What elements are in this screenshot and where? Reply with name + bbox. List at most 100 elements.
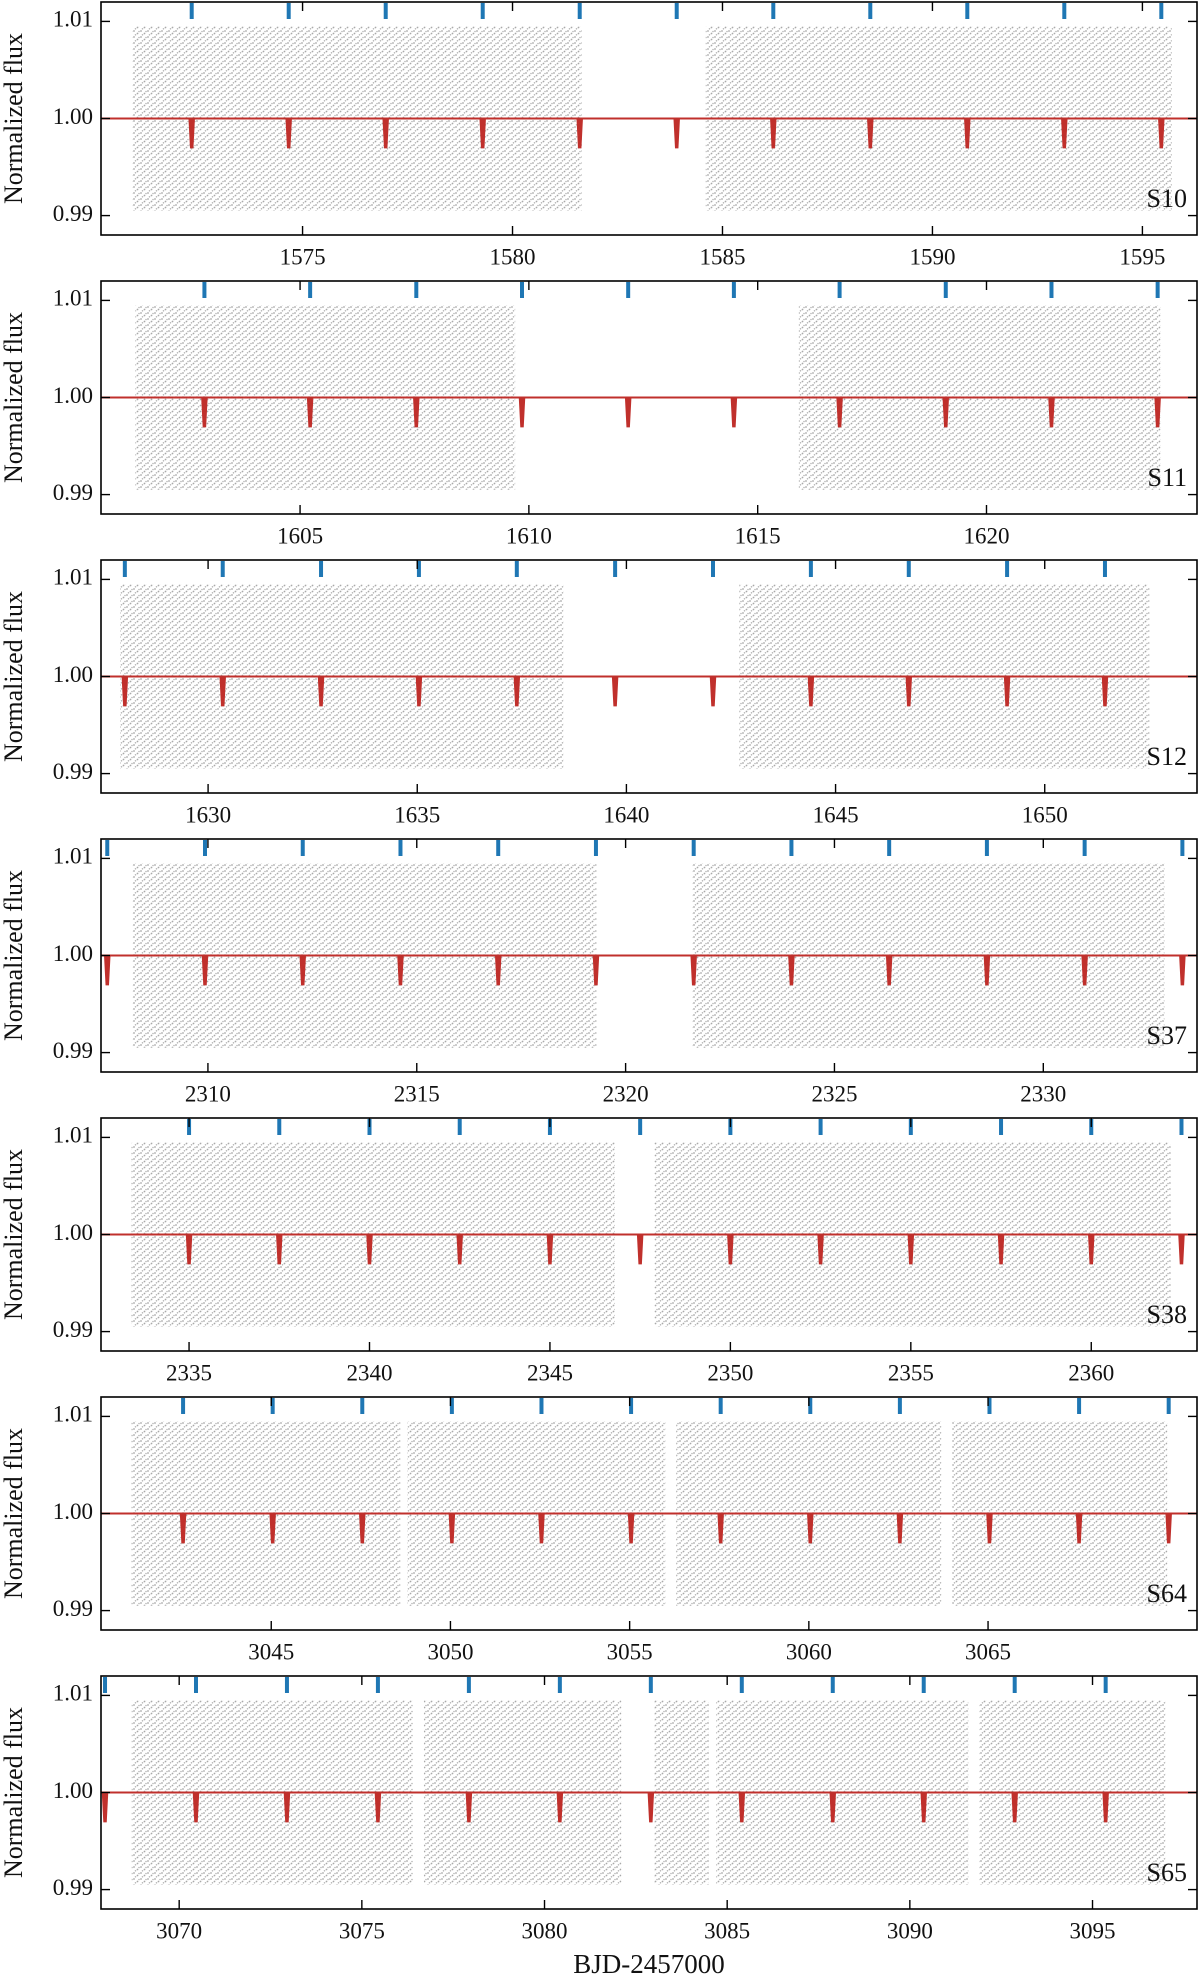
transit-dip (986, 1512, 993, 1544)
transit-dip (806, 1512, 814, 1544)
transit-dip (494, 954, 502, 986)
transit-dip (1048, 396, 1055, 428)
transit-dip (413, 396, 420, 428)
transit-dip (518, 396, 526, 428)
x-tick-label: 1605 (277, 523, 323, 548)
y-tick-label: 1.01 (53, 1681, 93, 1706)
sector-label: S12 (1147, 742, 1187, 771)
transit-dip (1061, 117, 1068, 149)
panel: 1605 1610 1615 1620 0.99 1.00 1.01 Normalized f… (0, 280, 1198, 548)
sector-label: S38 (1147, 1300, 1187, 1329)
transit-dip (1101, 675, 1109, 707)
transit-dip (627, 1512, 635, 1544)
transit-dip (285, 117, 292, 149)
transit-dip (905, 675, 913, 707)
x-tick-label: 1595 (1119, 244, 1165, 269)
transit-dip (576, 117, 584, 149)
y-axis-label: Normalized flux (0, 870, 28, 1041)
panel: 2310 2315 2320 2325 2330 0.99 1.00 1.01 Normaliz… (0, 838, 1198, 1106)
y-tick-label: 1.01 (53, 7, 93, 32)
transit-dip (415, 675, 423, 707)
panel: 1575 1580 1585 1590 1595 0.99 1.00 1.01 Normaliz… (0, 1, 1198, 269)
x-tick-label: 1630 (185, 802, 231, 827)
y-tick-label: 1.00 (53, 1778, 93, 1803)
transit-dip (1102, 1791, 1109, 1823)
transit-dip (738, 1791, 746, 1823)
transit-dip (807, 675, 815, 707)
x-tick-label: 2355 (888, 1360, 934, 1385)
transit-dip (624, 396, 632, 428)
transit-dip (1003, 675, 1011, 707)
transit-dip (306, 396, 314, 428)
y-tick-label: 0.99 (53, 480, 93, 505)
x-tick-label: 3095 (1070, 1918, 1116, 1943)
transit-dip (317, 675, 325, 707)
x-tick-label: 1640 (603, 802, 649, 827)
y-tick-label: 1.00 (53, 1220, 93, 1245)
transit-dip (611, 675, 619, 707)
transit-dip (709, 675, 717, 707)
x-tick-label: 1635 (394, 802, 440, 827)
transit-dip (513, 675, 521, 707)
x-tick-label: 3070 (156, 1918, 202, 1943)
x-tick-label: 1585 (699, 244, 745, 269)
x-tick-label: 3080 (522, 1918, 568, 1943)
transit-dip (188, 117, 195, 149)
y-tick-label: 1.00 (53, 1499, 93, 1524)
x-tick-label: 3075 (339, 1918, 385, 1943)
sector-label: S64 (1147, 1579, 1187, 1608)
transit-dip (456, 1233, 464, 1265)
transit-dip (185, 1233, 193, 1265)
transit-dip (717, 1512, 724, 1544)
transit-dip (283, 1791, 291, 1823)
transit-dip (382, 117, 389, 149)
transit-dip (907, 1233, 915, 1265)
x-tick-label: 1645 (813, 802, 859, 827)
x-tick-label: 3050 (427, 1639, 473, 1664)
transit-dip (179, 1512, 187, 1544)
x-tick-label: 2315 (394, 1081, 440, 1106)
y-tick-label: 1.00 (53, 941, 93, 966)
y-tick-label: 0.99 (53, 201, 93, 226)
transit-dip (358, 1512, 366, 1544)
x-tick-label: 2325 (811, 1081, 857, 1106)
y-tick-label: 0.99 (53, 1875, 93, 1900)
transit-dip (788, 954, 795, 986)
transit-dip (479, 117, 486, 149)
transit-dip (448, 1512, 456, 1544)
y-tick-label: 1.00 (53, 383, 93, 408)
transit-dip (997, 1233, 1005, 1265)
transit-dip (366, 1233, 373, 1265)
x-tick-label: 2335 (166, 1360, 212, 1385)
transit-dip (374, 1791, 382, 1823)
x-tick-label: 1615 (735, 523, 781, 548)
y-tick-label: 0.99 (53, 1596, 93, 1621)
y-axis-label: Normalized flux (0, 1428, 28, 1599)
transit-dip (538, 1512, 545, 1544)
sector-label: S65 (1147, 1858, 1187, 1887)
transit-dip (867, 117, 874, 149)
sector-label: S11 (1148, 463, 1188, 492)
transit-dip (1165, 1512, 1172, 1544)
transit-dip (920, 1791, 928, 1823)
y-tick-label: 0.99 (53, 1038, 93, 1063)
y-axis-label: Normalized flux (0, 1707, 28, 1878)
sector-label: S37 (1147, 1021, 1187, 1050)
x-tick-label: 2360 (1068, 1360, 1114, 1385)
transit-dip (103, 954, 111, 986)
transit-dip (1087, 1233, 1095, 1265)
transit-dip (636, 1233, 644, 1265)
transit-dip (1178, 1233, 1185, 1265)
transit-dip (983, 954, 991, 986)
transit-dip (546, 1233, 554, 1265)
y-tick-label: 1.01 (53, 1402, 93, 1427)
transit-dip (219, 675, 227, 707)
transit-dip (690, 954, 697, 986)
x-tick-label: 1575 (280, 244, 326, 269)
y-axis-label: Normalized flux (0, 33, 28, 204)
y-tick-label: 1.01 (53, 844, 93, 869)
transit-dip (942, 396, 950, 428)
x-axis-label: BJD-2457000 (573, 1949, 725, 1978)
transit-dip (275, 1233, 283, 1265)
x-tick-label: 1610 (506, 523, 552, 548)
